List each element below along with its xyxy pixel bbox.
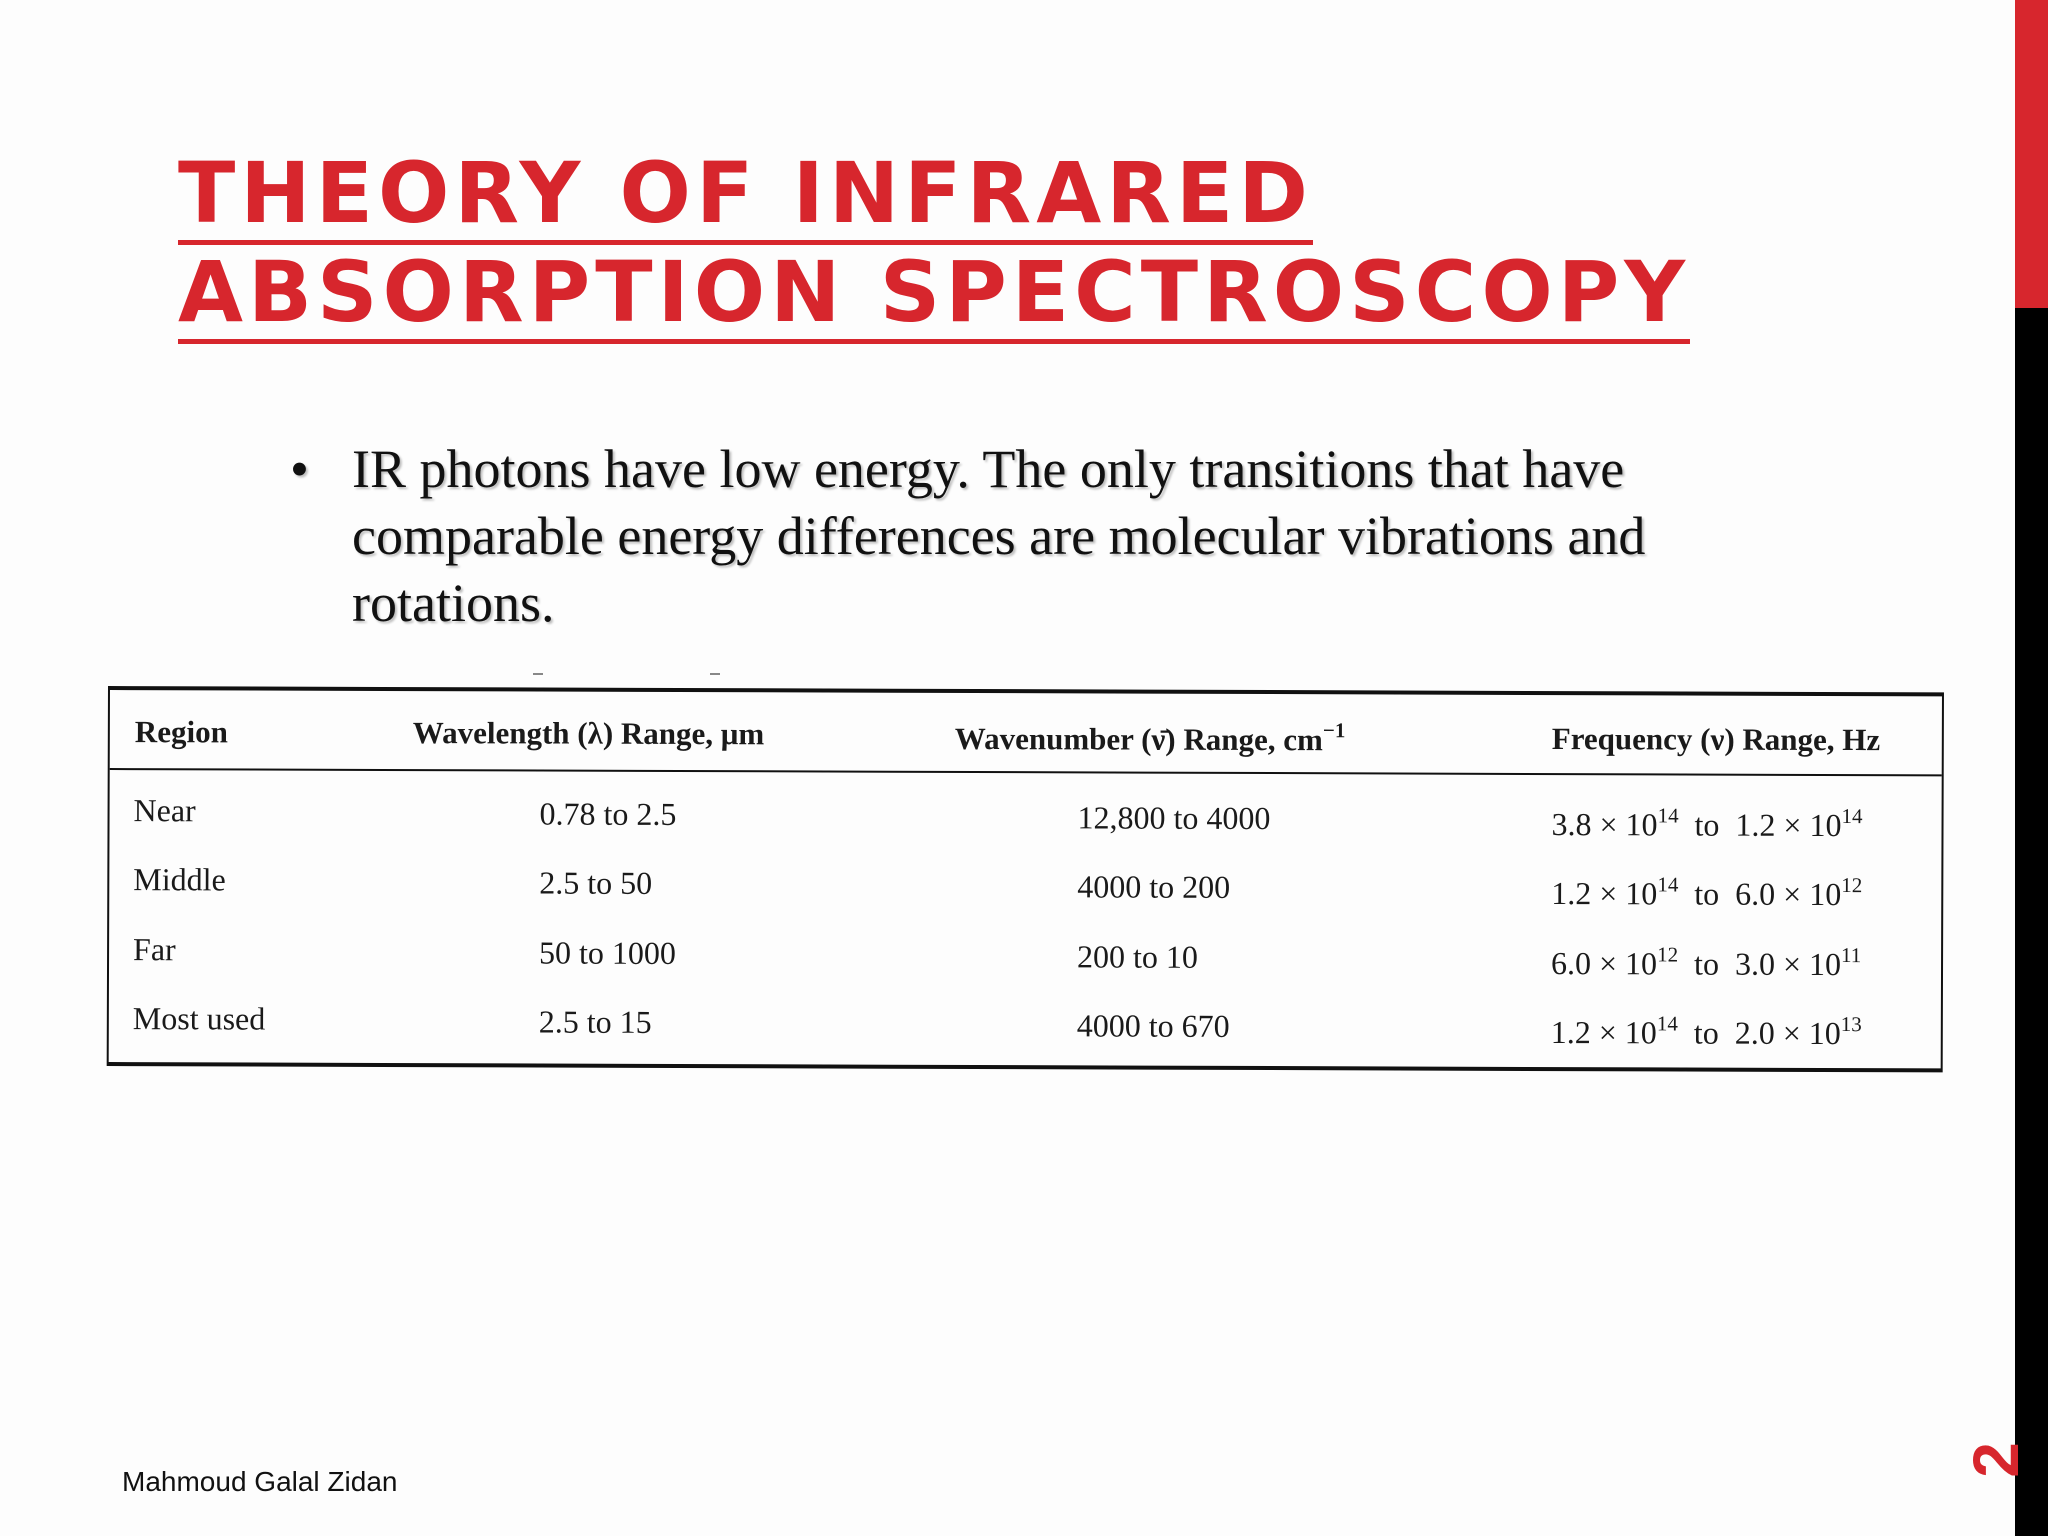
cell-region: Far (133, 931, 176, 968)
freq-from-exponent: 14 (1656, 1011, 1678, 1036)
freq-to-word: to (1693, 1014, 1719, 1051)
ir-regions-table: Region Wavelength (λ) Range, μm Wavenumb… (106, 686, 1944, 1073)
freq-end-exponent: 11 (1841, 943, 1862, 968)
accent-bar-black (2015, 308, 2048, 1536)
bullet-icon: • (290, 439, 309, 499)
scan-artifact-mark (710, 673, 720, 675)
freq-end-base: 3.0 × 10 (1734, 945, 1842, 983)
cell-wavenumber: 4000 to 200 (1077, 868, 1231, 905)
bullet-text: IR photons have low energy. The only tra… (352, 439, 1646, 633)
cell-wavelength: 0.78 to 2.5 (539, 795, 677, 832)
slide-title: THEORY OF INFRARED ABSORPTION SPECTROSCO… (178, 146, 1738, 344)
freq-from-base: 1.2 × 10 (1550, 1014, 1657, 1051)
cell-wavelength: 2.5 to 15 (538, 1003, 652, 1040)
freq-from-base: 6.0 × 10 (1550, 945, 1658, 982)
freq-end-exponent: 13 (1840, 1012, 1862, 1037)
cell-wavenumber: 200 to 10 (1076, 938, 1199, 975)
freq-to-word: to (1694, 875, 1720, 912)
freq-from-exponent: 12 (1657, 942, 1679, 967)
freq-end-base: 2.0 × 10 (1734, 1014, 1841, 1052)
cell-frequency: 1.2 × 1014 to 2.0 × 1013 (1551, 1011, 1862, 1052)
cell-frequency: 1.2 × 1014 to 6.0 × 1012 (1551, 872, 1862, 913)
header-wavelength: Wavelength (λ) Range, μm (412, 715, 765, 752)
freq-end-base: 1.2 × 10 (1735, 806, 1842, 844)
cell-wavenumber: 4000 to 670 (1076, 1007, 1230, 1044)
table-header-row: Region Wavelength (λ) Range, μm Wavenumb… (109, 690, 1942, 777)
cell-frequency: 3.8 × 1014 to 1.2 × 1014 (1551, 803, 1862, 844)
cell-wavelength: 2.5 to 50 (539, 864, 653, 901)
footer-author: Mahmoud Galal Zidan (122, 1466, 398, 1497)
freq-end-base: 6.0 × 10 (1735, 875, 1842, 913)
slide-title-line-1: THEORY OF INFRARED (178, 146, 1313, 245)
freq-to-word: to (1694, 945, 1720, 982)
header-wavenumber: Wavenumber (ν̄) Range, cm−1 (955, 717, 1346, 758)
cell-region: Near (133, 792, 196, 829)
cell-wavenumber: 12,800 to 4000 (1077, 799, 1271, 837)
page-number: 2 (1960, 1442, 2032, 1478)
bullet-point: • IR photons have low energy. The only t… (290, 436, 1740, 637)
cell-region: Most used (132, 1000, 266, 1037)
header-wavenumber-superscript: −1 (1322, 718, 1346, 743)
freq-end-exponent: 12 (1841, 873, 1863, 898)
header-frequency: Frequency (ν) Range, Hz (1551, 721, 1881, 758)
slide-title-line-2: ABSORPTION SPECTROSCOPY (178, 245, 1691, 344)
header-wavenumber-label: Wavenumber (ν̄) Range, cm (954, 720, 1323, 758)
cell-frequency: 6.0 × 1012 to 3.0 × 1011 (1551, 942, 1861, 983)
freq-from-exponent: 14 (1657, 872, 1679, 897)
freq-end-exponent: 14 (1841, 804, 1863, 829)
cell-region: Middle (133, 861, 226, 898)
accent-bar-red (2015, 0, 2048, 308)
scan-artifact-mark (533, 673, 543, 675)
freq-from-base: 3.8 × 10 (1551, 806, 1658, 843)
freq-to-word: to (1694, 806, 1720, 843)
header-region: Region (134, 714, 228, 750)
freq-from-exponent: 14 (1657, 803, 1679, 828)
cell-wavelength: 50 to 1000 (539, 934, 677, 971)
freq-from-base: 1.2 × 10 (1551, 875, 1658, 912)
